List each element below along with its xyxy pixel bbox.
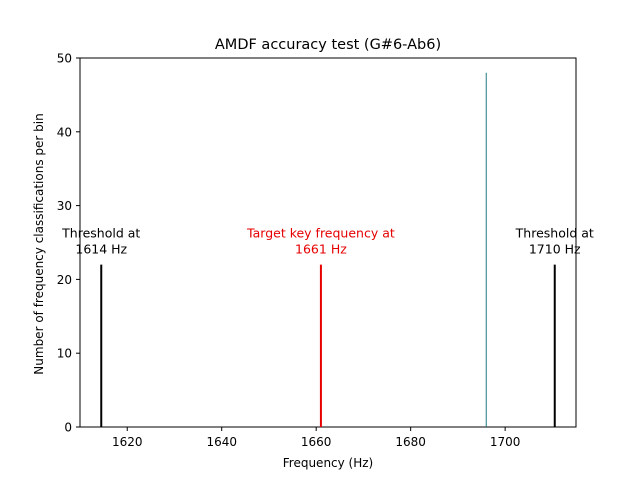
marker-annotation-line: 1710 Hz	[529, 242, 581, 257]
x-axis-ticks: 1620 1640 1660 1680 1700	[112, 427, 520, 449]
marker-annotation-line: Threshold at	[61, 226, 140, 241]
x-axis-label: Frequency (Hz)	[283, 456, 374, 470]
axes-frame	[79, 57, 577, 428]
marker-annotation-line: 1614 Hz	[75, 242, 127, 257]
y-tick-label: 10	[57, 347, 72, 361]
x-tick-label: 1640	[206, 435, 237, 449]
y-tick-label: 30	[57, 199, 72, 213]
marker-annotation-line: 1661 Hz	[295, 242, 347, 257]
threshold-markers	[100, 264, 556, 427]
y-axis-ticks: 0 10 20 30 40 50	[57, 52, 80, 435]
y-tick-label: 50	[57, 52, 72, 66]
x-tick-label: 1620	[112, 435, 143, 449]
x-tick-label: 1680	[395, 435, 426, 449]
y-axis-label: Number of frequency classifications per …	[32, 113, 46, 374]
y-tick-label: 0	[64, 421, 72, 435]
x-tick-label: 1700	[490, 435, 521, 449]
marker-annotation-line: Threshold at	[515, 226, 594, 241]
marker-annotation-line: Target key frequency at	[246, 226, 395, 241]
y-tick-label: 20	[57, 273, 72, 287]
chart-title: AMDF accuracy test (G#6-Ab6)	[215, 37, 441, 53]
plot-area: 1620 1640 1660 1680 1700 0 10 20 30 40 50 Thresho…	[57, 52, 594, 450]
x-tick-label: 1660	[301, 435, 332, 449]
y-tick-label: 40	[57, 125, 72, 139]
